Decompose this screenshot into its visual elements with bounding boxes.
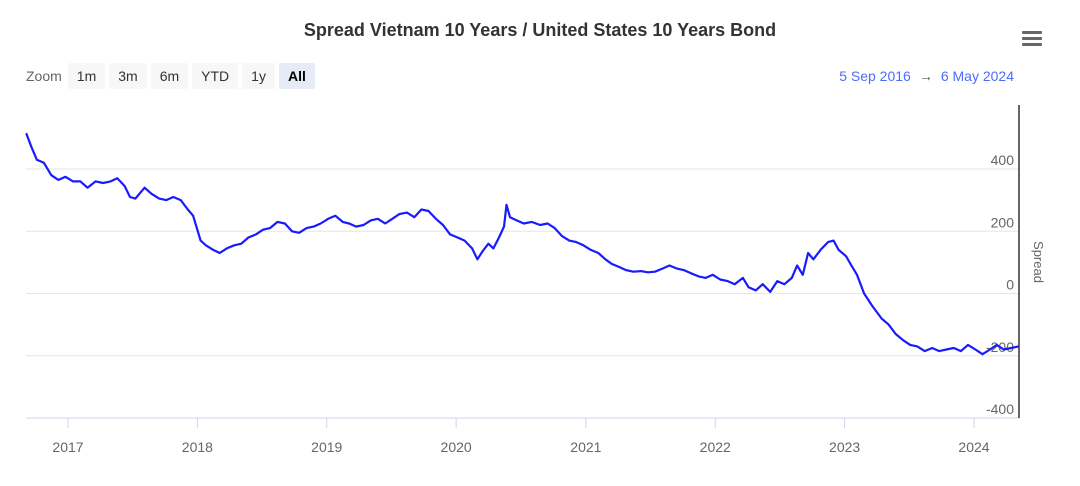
x-tick-label: 2021 (570, 439, 601, 455)
x-tick-label: 2023 (829, 439, 860, 455)
series-line[interactable] (25, 132, 1019, 356)
x-tick-label: 2018 (182, 439, 213, 455)
zoom-1m-button[interactable]: 1m (67, 63, 106, 89)
y-tick-label: -400 (986, 401, 1014, 417)
x-tick-label: 2017 (52, 439, 83, 455)
zoom-3m-button[interactable]: 3m (109, 63, 147, 89)
zoom-ytd-button[interactable]: YTD (192, 63, 239, 89)
x-axis-ticks: 2017 2018 2019 2020 2021 2022 2023 2024 (52, 418, 990, 455)
x-tick-label: 2022 (700, 439, 731, 455)
range-from[interactable]: 5 Sep 2016 (839, 68, 911, 84)
zoom-all-button[interactable]: All (278, 63, 315, 89)
range-to[interactable]: 6 May 2024 (940, 68, 1014, 84)
x-tick-label: 2019 (311, 439, 342, 455)
y-tick-label: 0 (1006, 277, 1014, 293)
zoom-1y-button[interactable]: 1y (242, 63, 275, 89)
y-axis-label: Spread (1031, 241, 1046, 283)
range-arrow: → (918, 68, 933, 84)
date-range: 5 Sep 2016 → 6 May 2024 (839, 68, 1014, 84)
hamburger-menu-icon[interactable] (1020, 28, 1044, 50)
x-tick-label: 2020 (441, 439, 472, 455)
grid-lines (26, 168, 1019, 357)
chart-title: Spread Vietnam 10 Years / United States … (303, 20, 777, 40)
zoom-label: Zoom (26, 68, 62, 84)
zoom-6m-button[interactable]: 6m (150, 63, 189, 89)
zoom-toolbar: Zoom 1m 3m 6m YTD 1y All (26, 63, 315, 89)
x-tick-label: 2024 (958, 439, 989, 455)
y-tick-label: 200 (991, 214, 1015, 230)
y-tick-label: 400 (991, 152, 1015, 168)
